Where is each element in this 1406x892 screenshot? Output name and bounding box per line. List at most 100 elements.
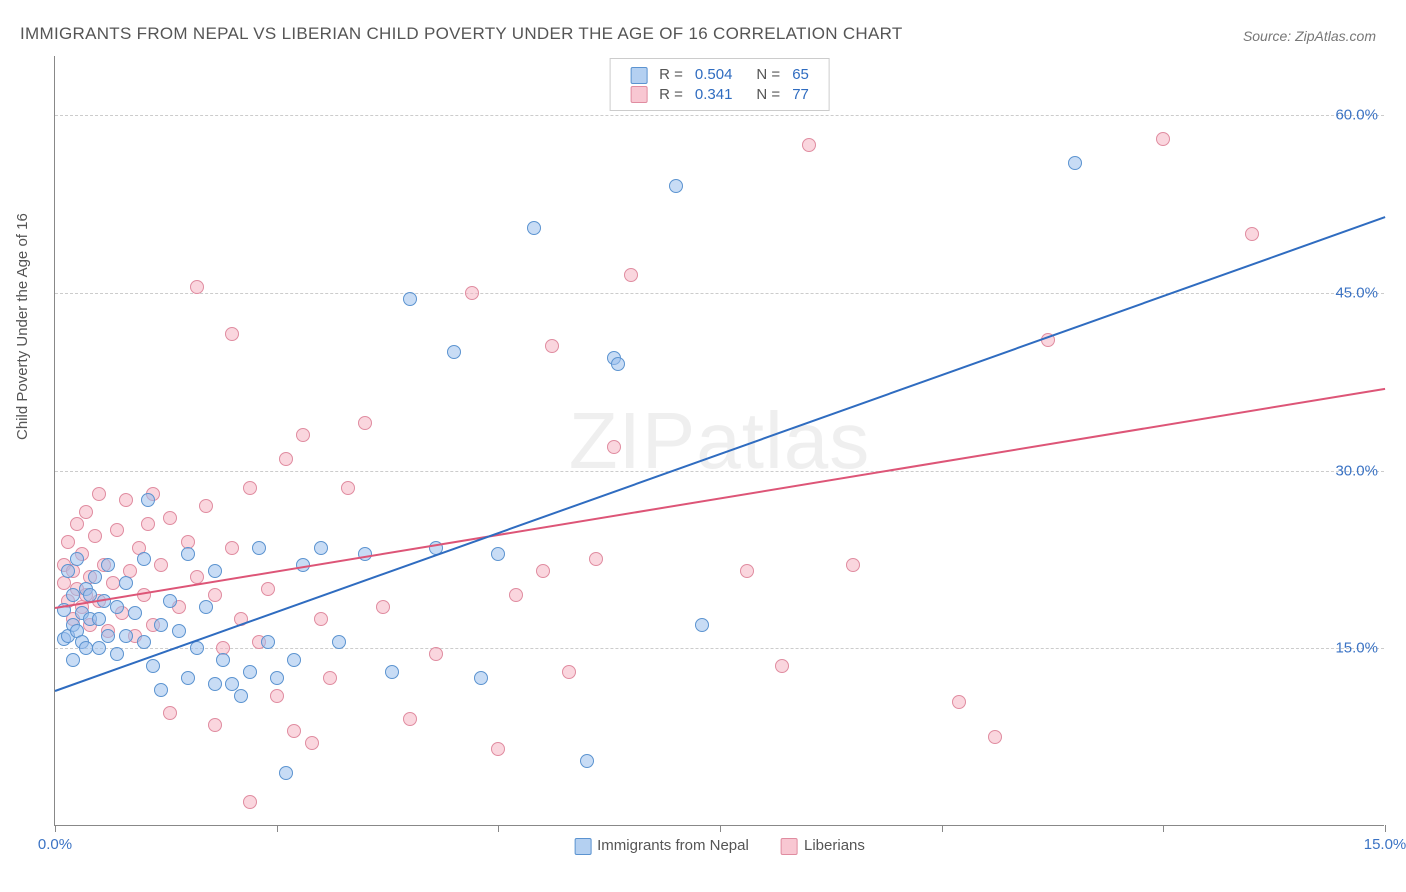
scatter-point bbox=[243, 481, 257, 495]
scatter-point bbox=[385, 665, 399, 679]
scatter-point bbox=[234, 689, 248, 703]
scatter-point bbox=[163, 594, 177, 608]
scatter-point bbox=[154, 558, 168, 572]
legend-label-nepal: Immigrants from Nepal bbox=[597, 837, 749, 854]
scatter-point bbox=[447, 345, 461, 359]
source-attribution: Source: ZipAtlas.com bbox=[1243, 28, 1376, 44]
scatter-point bbox=[88, 570, 102, 584]
scatter-point bbox=[101, 558, 115, 572]
scatter-point bbox=[70, 517, 84, 531]
scatter-point bbox=[802, 138, 816, 152]
scatter-point bbox=[181, 547, 195, 561]
trend-line bbox=[55, 388, 1385, 609]
scatter-point bbox=[270, 689, 284, 703]
scatter-point bbox=[208, 677, 222, 691]
x-tick-mark bbox=[720, 825, 721, 832]
scatter-point bbox=[279, 452, 293, 466]
scatter-point bbox=[527, 221, 541, 235]
scatter-point bbox=[474, 671, 488, 685]
scatter-point bbox=[1245, 227, 1259, 241]
scatter-point bbox=[110, 647, 124, 661]
scatter-point bbox=[952, 695, 966, 709]
scatter-point bbox=[110, 523, 124, 537]
scatter-point bbox=[61, 535, 75, 549]
scatter-point bbox=[491, 547, 505, 561]
scatter-point bbox=[225, 541, 239, 555]
scatter-point bbox=[243, 795, 257, 809]
scatter-point bbox=[70, 552, 84, 566]
scatter-point bbox=[92, 487, 106, 501]
scatter-point bbox=[181, 671, 195, 685]
scatter-point bbox=[128, 606, 142, 620]
scatter-point bbox=[66, 653, 80, 667]
x-tick-mark bbox=[1163, 825, 1164, 832]
scatter-point bbox=[119, 576, 133, 590]
scatter-point bbox=[172, 624, 186, 638]
scatter-point bbox=[545, 339, 559, 353]
legend-label-liberians: Liberians bbox=[804, 837, 865, 854]
scatter-point bbox=[314, 612, 328, 626]
stat-row-nepal: R = 0.504 N = 65 bbox=[624, 65, 815, 85]
stat-row-liberians: R = 0.341 N = 77 bbox=[624, 85, 815, 105]
x-tick-mark bbox=[498, 825, 499, 832]
gridline bbox=[55, 648, 1384, 649]
scatter-point bbox=[110, 600, 124, 614]
scatter-point bbox=[119, 493, 133, 507]
chart-title: IMMIGRANTS FROM NEPAL VS LIBERIAN CHILD … bbox=[20, 24, 903, 44]
scatter-point bbox=[536, 564, 550, 578]
scatter-point bbox=[163, 511, 177, 525]
scatter-point bbox=[669, 179, 683, 193]
scatter-point bbox=[1156, 132, 1170, 146]
y-tick-label: 45.0% bbox=[1335, 284, 1378, 301]
correlation-stats-legend: R = 0.504 N = 65 R = 0.341 N = 77 bbox=[609, 58, 830, 111]
x-tick-label: 0.0% bbox=[38, 836, 72, 853]
series-legend: Immigrants from Nepal Liberians bbox=[560, 837, 879, 855]
scatter-point bbox=[208, 718, 222, 732]
scatter-point bbox=[137, 552, 151, 566]
scatter-point bbox=[225, 327, 239, 341]
scatter-point bbox=[101, 629, 115, 643]
scatter-point bbox=[252, 541, 266, 555]
scatter-point bbox=[305, 736, 319, 750]
trend-line bbox=[55, 216, 1386, 692]
scatter-point bbox=[332, 635, 346, 649]
y-axis-label: Child Poverty Under the Age of 16 bbox=[14, 213, 31, 440]
swatch-nepal bbox=[630, 67, 647, 84]
scatter-point bbox=[988, 730, 1002, 744]
scatter-point bbox=[216, 653, 230, 667]
scatter-plot-area: ZIPatlas R = 0.504 N = 65 R = 0.341 N = … bbox=[54, 56, 1384, 826]
scatter-point bbox=[92, 612, 106, 626]
scatter-point bbox=[491, 742, 505, 756]
scatter-point bbox=[323, 671, 337, 685]
scatter-point bbox=[141, 517, 155, 531]
gridline bbox=[55, 471, 1384, 472]
scatter-point bbox=[403, 712, 417, 726]
x-tick-mark bbox=[1385, 825, 1386, 832]
scatter-point bbox=[106, 576, 120, 590]
scatter-point bbox=[141, 493, 155, 507]
scatter-point bbox=[287, 653, 301, 667]
gridline bbox=[55, 293, 1384, 294]
scatter-point bbox=[146, 659, 160, 673]
scatter-point bbox=[208, 564, 222, 578]
legend-swatch-liberians bbox=[781, 838, 798, 855]
scatter-point bbox=[79, 641, 93, 655]
scatter-point bbox=[154, 618, 168, 632]
scatter-point bbox=[261, 582, 275, 596]
y-tick-label: 15.0% bbox=[1335, 640, 1378, 657]
scatter-point bbox=[287, 724, 301, 738]
scatter-point bbox=[154, 683, 168, 697]
scatter-point bbox=[775, 659, 789, 673]
scatter-point bbox=[119, 629, 133, 643]
scatter-point bbox=[509, 588, 523, 602]
scatter-point bbox=[611, 357, 625, 371]
scatter-point bbox=[66, 588, 80, 602]
scatter-point bbox=[1068, 156, 1082, 170]
scatter-point bbox=[562, 665, 576, 679]
scatter-point bbox=[79, 505, 93, 519]
scatter-point bbox=[695, 618, 709, 632]
y-tick-label: 60.0% bbox=[1335, 107, 1378, 124]
scatter-point bbox=[314, 541, 328, 555]
y-tick-label: 30.0% bbox=[1335, 462, 1378, 479]
scatter-point bbox=[429, 647, 443, 661]
